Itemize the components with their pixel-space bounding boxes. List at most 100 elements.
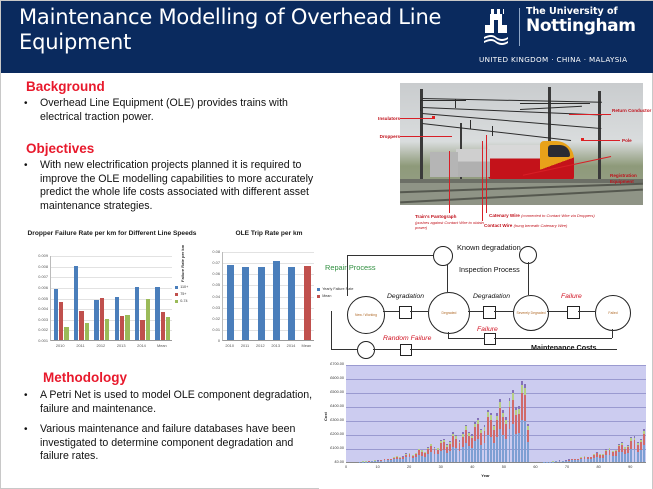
chart-bar-segment: [436, 454, 439, 462]
chart-bar-segment: [452, 436, 455, 447]
chart-bar-segment: [461, 436, 464, 447]
chart-bar-segment: [408, 454, 411, 458]
chart-bar-segment: [492, 426, 495, 430]
chart-bar: [608, 447, 611, 462]
chart-x-tick-label: 20: [407, 465, 412, 469]
brand-nottingham-label: Nottingham: [526, 16, 636, 36]
chart-bar-segment: [633, 439, 636, 449]
dropper-failure-chart: Dropper Failure Rate per km for Differen…: [23, 230, 201, 352]
chart-bar-segment: [589, 459, 592, 462]
chart-x-tick-label: 70: [564, 465, 570, 469]
chart-bar-segment: [627, 447, 630, 454]
chart-bar-segment: [577, 460, 580, 462]
chart-bar: [627, 444, 630, 462]
chart-bar-segment: [417, 448, 420, 450]
petri-arc: [494, 311, 513, 312]
chart-gridline: [346, 379, 646, 380]
chart-bar-segment: [449, 451, 452, 462]
chart-gridline: [51, 256, 172, 257]
chart-bar-segment: [599, 457, 602, 462]
chart-legend: 110+ 75+ 0-74: [175, 284, 188, 305]
annotation-train-pantograph: Train's Pantograph (pushes against Conta…: [415, 214, 491, 231]
chart-bar-segment: [614, 450, 617, 452]
chart-y-tick-label: £0.00: [334, 460, 344, 464]
list-item: • Various maintenance and failure databa…: [21, 423, 321, 464]
chart-y-tick-label: 0.01: [212, 326, 220, 332]
chart-bar-segment: [602, 454, 605, 458]
chart-y-tick-label: £400.00: [330, 404, 344, 408]
annotation-droppers: Droppers: [379, 134, 400, 139]
chart-bar-segment: [467, 431, 470, 434]
chart-bar: [630, 437, 633, 462]
chart-x-tick-label: 0: [344, 465, 348, 469]
petri-arc: [612, 329, 613, 338]
chart-bar-segment: [508, 401, 511, 407]
chart-bar-segment: [639, 439, 642, 441]
chart-bar-segment: [592, 457, 595, 462]
petri-place-working: New / Working: [347, 296, 385, 334]
chart-gridline: [223, 307, 314, 309]
chart-bar-segment: [508, 406, 511, 429]
chart-bar-segment: [421, 449, 423, 451]
chart-bar-segment: [396, 456, 398, 459]
chart-bar-segment: [624, 446, 627, 448]
chart-y-tick-label: £300.00: [330, 418, 344, 422]
chart-bar: [433, 447, 436, 462]
annotation-sublabel: (hung beneath Catenary Wire): [513, 223, 568, 228]
chart-bar: [64, 326, 69, 340]
chart-bar-segment: [374, 461, 377, 462]
chart-legend-item: Yearly Failure Rate: [317, 286, 353, 293]
chart-bar: [99, 298, 105, 340]
annotation-return-conductor: Return Conductor: [612, 108, 652, 113]
chart-bar-segment: [424, 456, 427, 462]
chart-x-tick-label: Mean: [156, 343, 167, 348]
chart-bar-segment: [433, 454, 436, 462]
chart-plot-area: [50, 256, 172, 341]
bullet-marker-icon: •: [24, 424, 28, 436]
chart-bar: [377, 460, 380, 462]
chart-bar: [605, 449, 608, 462]
ole-trip-rate-chart: OLE Trip Rate per km Yearly Failure Rate…: [199, 230, 353, 352]
chart-gridline: [223, 296, 314, 298]
chart-bar-segment: [430, 444, 433, 447]
chart-bar: [583, 455, 586, 462]
chart-bar-segment: [489, 415, 492, 420]
chart-gridline: [223, 318, 314, 320]
chart-bar-segment: [471, 447, 473, 462]
chart-bar-segment: [642, 444, 645, 462]
chart-bar-segment: [630, 440, 633, 449]
chart-bar-segment: [433, 449, 436, 455]
chart-bar-segment: [577, 459, 580, 461]
chart-bar-segment: [583, 456, 586, 457]
chart-bar: [436, 447, 439, 462]
chart-y-tick-label: 0.003: [38, 316, 48, 322]
chart-bar-segment: [524, 387, 527, 395]
chart-bar-segment: [461, 446, 464, 462]
chart-y-axis-title: Failure Rate per km: [180, 244, 185, 282]
chart-bar-segment: [592, 454, 595, 458]
petri-transition: [484, 333, 496, 345]
chart-bar-segment: [380, 459, 383, 461]
chart-bar-segment: [461, 432, 464, 434]
chart-bar: [589, 456, 592, 462]
chart-gridline: [223, 252, 314, 253]
chart-bar-segment: [630, 437, 633, 439]
chart-bar-segment: [517, 408, 520, 414]
chart-bar: [94, 299, 99, 340]
chart-bar: [514, 407, 517, 462]
chart-bar-segment: [502, 417, 505, 435]
chart-bar: [53, 289, 58, 340]
chart-bar: [383, 458, 386, 462]
overhead-wire: [520, 103, 590, 105]
petri-label-degradation-1: Degradation: [387, 293, 425, 300]
chart-bar-segment: [567, 459, 570, 461]
chart-bar-segment: [517, 405, 520, 409]
chart-bar-group: [254, 252, 269, 340]
chart-bar-segment: [561, 461, 564, 462]
chart-bar: [392, 457, 395, 462]
page-title: Maintenance Modelling of Overhead Line E…: [19, 5, 442, 54]
chart-bar-segment: [564, 461, 567, 462]
chart-bar-segment: [571, 460, 573, 462]
chart-bar-segment: [430, 446, 433, 453]
chart-bar-segment: [611, 450, 614, 452]
